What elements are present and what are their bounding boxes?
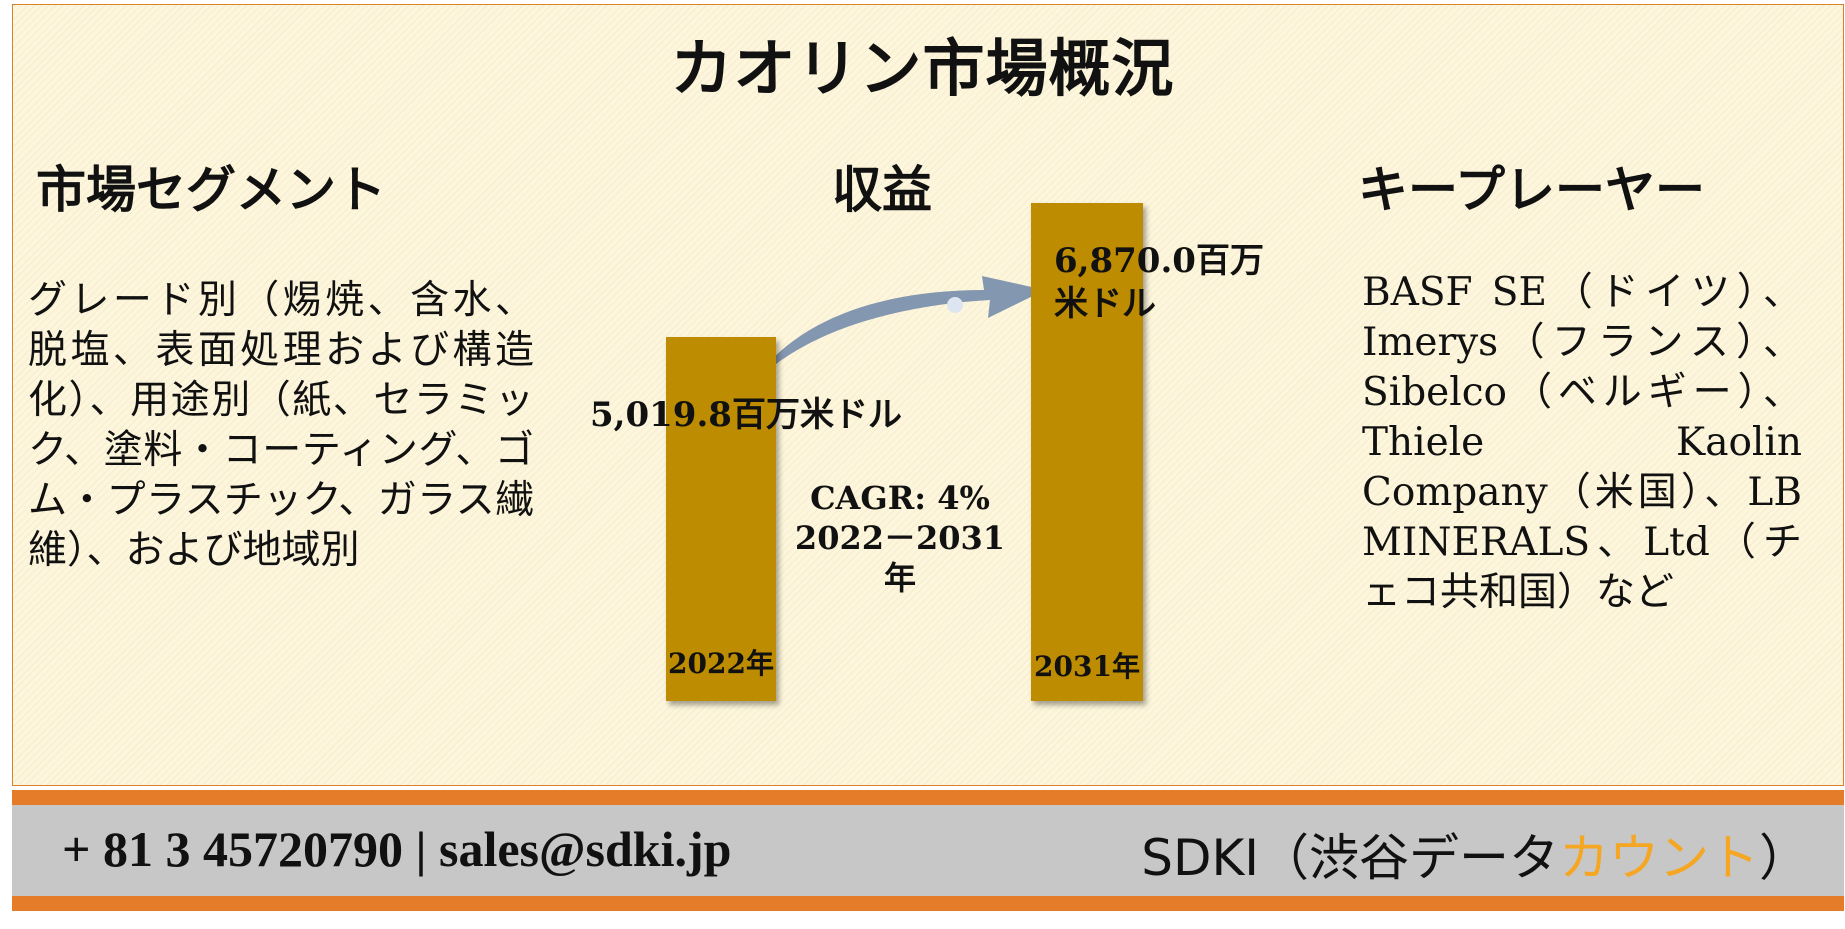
brand-accent: カウント bbox=[1559, 829, 1759, 887]
revenue-heading: 収益 bbox=[832, 160, 932, 219]
contact-info[interactable]: + 81 3 45720790 | sales@sdki.jp bbox=[62, 821, 732, 877]
value-label-2031-line2: 米ドル bbox=[1054, 284, 1156, 324]
brand-main: SDKI（渋谷データ bbox=[1141, 829, 1559, 887]
cagr-label: CAGR: 4% 2022－2031年 bbox=[790, 478, 1010, 598]
value-label-2031: 6,870.0百万 米ドル bbox=[1054, 240, 1264, 326]
value-label-2031-line1: 6,870.0百万 bbox=[1054, 241, 1264, 281]
arrow-highlight-dot bbox=[947, 297, 963, 313]
cagr-period: 2022－2031年 bbox=[794, 519, 1006, 597]
players-heading: キープレーヤー bbox=[1358, 160, 1705, 219]
cagr-rate: CAGR: 4% bbox=[810, 479, 990, 517]
brand-name: SDKI（渋谷データカウント） bbox=[1141, 818, 1809, 890]
footer-stripe-bottom bbox=[12, 896, 1844, 911]
value-label-2022: 5,019.8百万米ドル bbox=[590, 395, 902, 435]
brand-end: ） bbox=[1759, 829, 1809, 887]
bar-label-2031: 2031年 bbox=[1034, 650, 1140, 683]
bar-2031 bbox=[1031, 203, 1143, 701]
content-panel bbox=[12, 4, 1844, 786]
bar-label-2022: 2022年 bbox=[668, 647, 774, 680]
segments-text: グレード別（焬焼、含水、脱塩、表面処理および構造化）、用途別（紙、セラミック、塗… bbox=[28, 278, 534, 573]
page-title: カオリン市場概況 bbox=[670, 32, 1175, 105]
growth-arrow bbox=[748, 276, 1045, 390]
footer-stripe-top bbox=[12, 790, 1844, 805]
footer-bar bbox=[12, 805, 1844, 896]
bar-2022 bbox=[666, 337, 776, 701]
players-text: BASF SE（ドイツ）、Imerys（フランス）、Sibelco（ベルギー）、… bbox=[1362, 270, 1802, 615]
segments-heading: 市場セグメント bbox=[36, 160, 386, 219]
